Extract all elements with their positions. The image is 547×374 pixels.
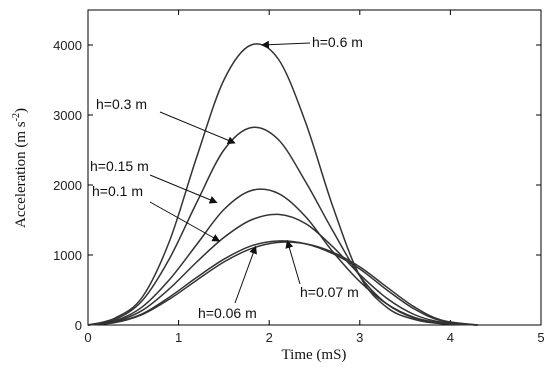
series-curves	[87, 43, 478, 326]
annotation-label-1: h=0.3 m	[96, 96, 147, 112]
annotation-arrow-5	[234, 245, 257, 304]
annotation-arrow-0	[260, 40, 310, 49]
x-tick-label: 3	[356, 330, 363, 345]
annotation-label-3: h=0.1 m	[92, 183, 143, 199]
x-tick-label: 0	[84, 330, 91, 345]
series-line-0	[87, 43, 478, 326]
y-tick-label: 4000	[53, 38, 82, 53]
annotation-label-2: h=0.15 m	[90, 158, 149, 174]
x-axis-title: Time (mS)	[282, 347, 347, 363]
y-axis-title-main: Acceleration (m s	[13, 121, 29, 228]
annotation-label-5: h=0.06 m	[198, 305, 257, 321]
x-tick-label: 5	[537, 330, 544, 345]
series-line-5	[87, 241, 478, 326]
curve-annotations: h=0.6 m h=0.3 m h=0.15 m h=0.1 m h=0.07 m h=0…	[90, 34, 363, 321]
y-tick-label: 2000	[53, 178, 82, 193]
series-line-4	[87, 240, 478, 326]
annotation-label-0: h=0.6 m	[312, 34, 363, 50]
y-tick-label: 0	[75, 318, 82, 333]
annotation-arrow-2	[149, 174, 218, 204]
y-axis-title-superscript: -2	[11, 113, 22, 121]
y-axis-title-close: )	[13, 108, 29, 113]
x-tick-label: 4	[447, 330, 454, 345]
annotation-arrow-4	[285, 240, 301, 285]
y-tick-label: 1000	[53, 248, 82, 263]
axis-ticks: 0 1 2 3 4 5 0 1000 2000 3000 4000	[53, 10, 545, 345]
x-tick-label: 2	[266, 330, 273, 345]
plot-area-frame	[87, 9, 542, 326]
annotation-arrow-3	[149, 201, 221, 242]
y-axis-title: Acceleration (m s-2)	[11, 108, 29, 228]
series-line-2	[87, 188, 478, 326]
series-line-3	[87, 213, 478, 326]
y-tick-label: 3000	[53, 108, 82, 123]
annotation-arrow-1	[159, 111, 236, 145]
annotation-label-4: h=0.07 m	[300, 284, 359, 300]
x-tick-label: 1	[175, 330, 182, 345]
